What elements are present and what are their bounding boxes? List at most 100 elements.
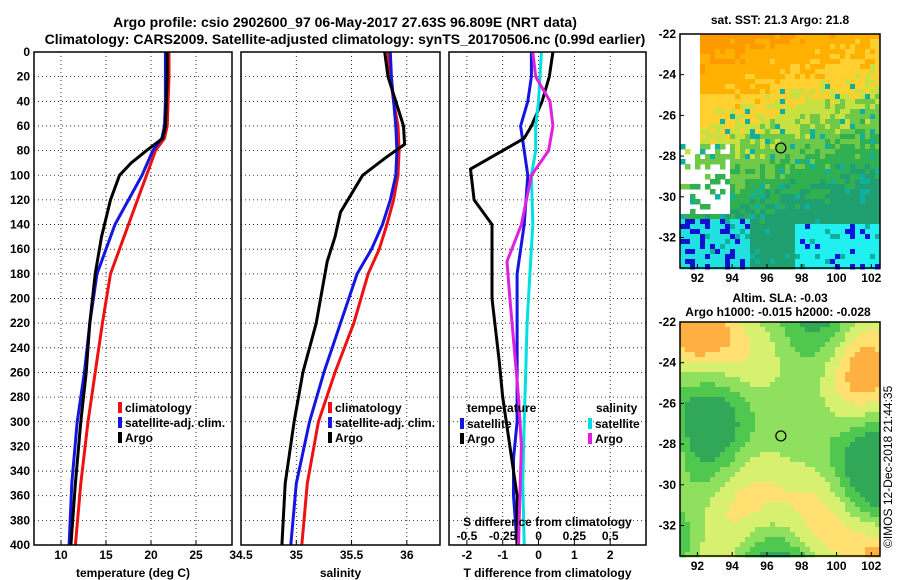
sla-map-cell bbox=[790, 547, 796, 553]
sst-map-cell bbox=[840, 119, 846, 125]
sla-map-cell bbox=[865, 482, 871, 488]
sst-map-cell bbox=[735, 39, 741, 45]
sst-map-cell bbox=[870, 84, 876, 90]
sst-map-cell bbox=[865, 259, 871, 265]
sst-map-cell bbox=[750, 84, 756, 90]
sla-map-cell bbox=[855, 462, 861, 468]
sla-map-cell bbox=[800, 367, 806, 373]
sst-map-cell bbox=[760, 239, 766, 245]
sst-map-cell bbox=[715, 39, 721, 45]
sla-map-cell bbox=[730, 472, 736, 478]
sla-map-cell bbox=[820, 432, 826, 438]
sla-map-cell bbox=[795, 347, 801, 353]
sst-map-cell bbox=[745, 149, 751, 155]
sla-map-cell bbox=[875, 437, 881, 443]
sla-map-cell bbox=[780, 417, 786, 423]
sla-map-cell bbox=[770, 437, 776, 443]
sst-map-cell bbox=[800, 114, 806, 120]
sst-map-cell bbox=[710, 219, 716, 225]
sla-map-cell bbox=[775, 337, 781, 343]
sst-map-cell bbox=[715, 109, 721, 115]
sla-map-cell bbox=[805, 407, 811, 413]
sla-map-cell bbox=[845, 472, 851, 478]
sst-map-cell bbox=[775, 194, 781, 200]
sla-map-cell bbox=[845, 387, 851, 393]
sla-map-cell bbox=[745, 482, 751, 488]
sla-map-cell bbox=[825, 322, 831, 328]
sla-map-cell bbox=[735, 422, 741, 428]
sst-map-cell bbox=[785, 144, 791, 150]
sla-map-cell bbox=[780, 497, 786, 503]
sla-map-cell bbox=[810, 402, 816, 408]
sst-map-cell bbox=[785, 264, 791, 270]
sla-map-cell bbox=[850, 407, 856, 413]
sst-map-cell bbox=[715, 59, 721, 65]
sla-map-cell bbox=[695, 327, 701, 333]
sst-map-cell bbox=[865, 254, 871, 260]
sst-map-cell bbox=[715, 234, 721, 240]
sla-map-cell bbox=[800, 542, 806, 548]
sst-map-cell bbox=[745, 119, 751, 125]
sst-map-cell bbox=[790, 239, 796, 245]
sla-map-cell bbox=[865, 477, 871, 483]
sst-map-cell bbox=[870, 199, 876, 205]
sla-map-cell bbox=[745, 352, 751, 358]
sst-map-cell bbox=[745, 179, 751, 185]
sst-map-cell bbox=[760, 114, 766, 120]
sla-map-cell bbox=[785, 522, 791, 528]
sla-map-cell bbox=[875, 412, 881, 418]
sla-map-cell bbox=[735, 537, 741, 543]
sla-map-cell bbox=[760, 467, 766, 473]
sst-map-cell bbox=[800, 169, 806, 175]
sst-map-cell bbox=[835, 174, 841, 180]
sst-map-cell bbox=[865, 244, 871, 250]
sla-map-cell bbox=[730, 367, 736, 373]
sla-map-cell bbox=[750, 397, 756, 403]
sst-map-cell bbox=[775, 44, 781, 50]
sst-map-cell bbox=[765, 54, 771, 60]
sst-map-cell bbox=[830, 179, 836, 185]
sst-map-cell bbox=[860, 74, 866, 80]
sla-map-cell bbox=[825, 427, 831, 433]
sst-map-cell bbox=[765, 124, 771, 130]
sst-map-cell bbox=[780, 149, 786, 155]
sst-map-cell bbox=[830, 44, 836, 50]
sla-map-cell bbox=[800, 382, 806, 388]
sst-map-cell bbox=[725, 239, 731, 245]
sla-map-cell bbox=[745, 442, 751, 448]
sst-map-cell bbox=[845, 89, 851, 95]
sla-map-cell bbox=[815, 477, 821, 483]
sla-map-cell bbox=[875, 482, 881, 488]
sst-map-cell bbox=[735, 239, 741, 245]
sla-map-cell bbox=[855, 507, 861, 513]
sst-map-cell bbox=[770, 149, 776, 155]
sst-map-cell bbox=[730, 134, 736, 140]
sst-map-cell bbox=[760, 204, 766, 210]
sst-map-cell bbox=[705, 164, 711, 170]
sst-map-cell bbox=[855, 34, 861, 40]
sst-map-cell bbox=[815, 154, 821, 160]
sla-map-cell bbox=[735, 407, 741, 413]
sla-map-cell bbox=[680, 532, 686, 538]
salinity-legend-satellite-swatch bbox=[328, 417, 332, 428]
sst-map-cell bbox=[680, 219, 686, 225]
sla-map-cell bbox=[835, 407, 841, 413]
sla-map-cell bbox=[795, 467, 801, 473]
sst-map-cell bbox=[700, 149, 706, 155]
sst-map-cell bbox=[680, 254, 686, 260]
sst-map-cell bbox=[740, 239, 746, 245]
sla-map-cell bbox=[780, 492, 786, 498]
sst-map-cell bbox=[870, 89, 876, 95]
sla-map-cell bbox=[700, 507, 706, 513]
sla-map-cell bbox=[680, 347, 686, 353]
sst-map-cell bbox=[860, 204, 866, 210]
sst-map-cell bbox=[800, 179, 806, 185]
sst-map-cell bbox=[720, 144, 726, 150]
sla-map-cell bbox=[730, 432, 736, 438]
sla-map-cell bbox=[840, 437, 846, 443]
sla-map-cell bbox=[830, 397, 836, 403]
sla-map-cell bbox=[810, 337, 816, 343]
sla-map-cell bbox=[760, 502, 766, 508]
sla-map-cell bbox=[795, 447, 801, 453]
sla-map-cell bbox=[690, 437, 696, 443]
